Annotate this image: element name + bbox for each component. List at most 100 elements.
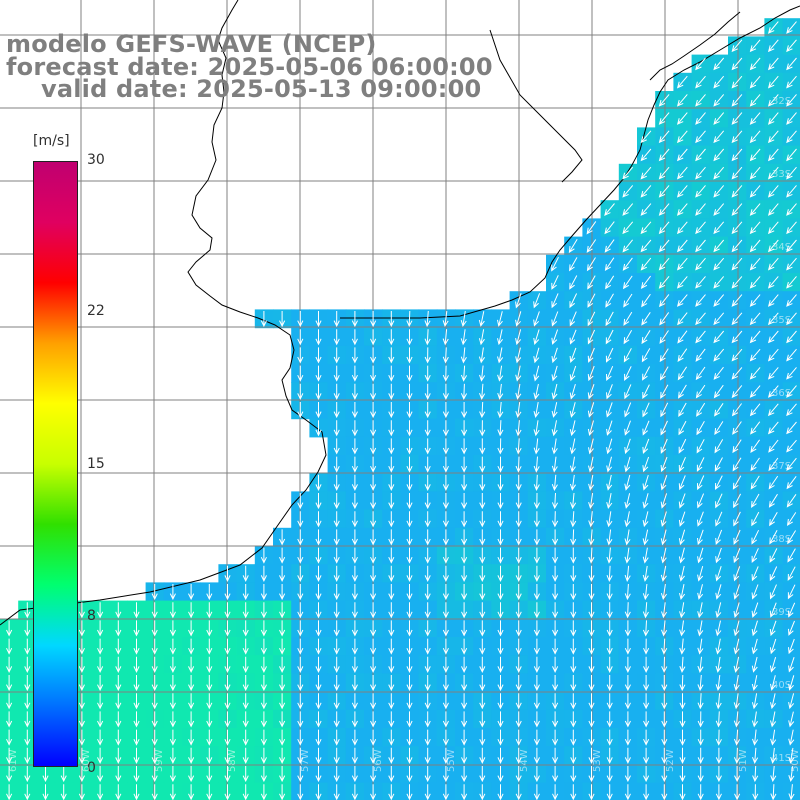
wind-arrow	[641, 330, 651, 345]
wind-arrow	[624, 438, 631, 455]
wind-arrow	[642, 583, 649, 601]
wind-arrow	[551, 311, 559, 327]
wind-arrow	[442, 438, 449, 455]
wind-arrow	[224, 565, 231, 582]
wind-arrow	[767, 75, 779, 89]
wind-arrow	[497, 456, 504, 473]
wind-arrow	[588, 456, 594, 473]
wind-arrow	[533, 474, 540, 491]
wind-arrow	[786, 330, 797, 344]
wind-arrow	[424, 365, 431, 382]
wind-arrow	[749, 57, 761, 71]
wind-arrow	[751, 675, 758, 691]
wind-arrow	[6, 729, 13, 746]
wind-arrow	[260, 729, 267, 746]
wind-arrow	[424, 456, 431, 473]
wind-arrow	[297, 656, 304, 673]
wind-arrow	[695, 75, 706, 89]
wind-arrow	[697, 620, 704, 637]
wind-arrow	[260, 747, 267, 764]
wind-arrow	[676, 75, 688, 89]
wind-arrow	[115, 747, 122, 764]
wind-arrow	[133, 766, 140, 783]
wind-arrow	[733, 511, 741, 527]
wind-arrow	[533, 602, 540, 619]
wind-arrow	[751, 511, 760, 527]
wind-arrow	[497, 620, 504, 637]
wind-arrow	[587, 275, 596, 290]
wind-arrow	[479, 784, 486, 800]
wind-arrow	[552, 729, 559, 746]
wind-arrow	[188, 602, 195, 619]
wind-arrow	[697, 511, 704, 527]
wind-arrow	[479, 638, 486, 655]
wind-arrow	[424, 711, 431, 728]
wind-arrow	[297, 402, 304, 419]
wind-arrow	[695, 112, 706, 125]
wind-arrow	[406, 529, 413, 546]
wind-arrow	[786, 439, 797, 453]
wind-arrow	[388, 493, 395, 510]
wind-arrow	[279, 311, 286, 328]
wind-arrow	[351, 565, 358, 582]
wind-arrow	[497, 383, 504, 400]
wind-arrow	[169, 729, 176, 746]
wind-arrow	[388, 656, 395, 673]
wind-arrow	[24, 729, 31, 746]
wind-arrow	[497, 401, 504, 419]
wind-arrow	[588, 638, 595, 655]
wind-arrow	[715, 511, 723, 527]
wind-arrow	[169, 656, 176, 673]
wind-arrow	[224, 602, 231, 619]
wind-arrow	[787, 530, 797, 545]
wind-arrow	[769, 511, 778, 527]
wind-arrow	[370, 438, 377, 455]
wind-arrow	[769, 530, 778, 545]
wind-arrow	[658, 112, 670, 125]
wind-arrow	[569, 293, 578, 309]
wind-arrow	[713, 57, 725, 71]
wind-arrow	[624, 565, 631, 582]
wind-arrow	[643, 766, 650, 783]
wind-arrow	[767, 148, 779, 162]
wind-arrow	[586, 221, 597, 235]
wind-arrow	[206, 675, 213, 692]
wind-arrow	[260, 565, 267, 582]
wind-arrow	[60, 784, 67, 800]
wind-arrow	[661, 656, 668, 673]
wind-arrow	[333, 474, 340, 491]
wind-arrow	[767, 239, 779, 253]
wind-arrow	[424, 383, 431, 400]
wind-arrow	[679, 711, 686, 728]
wind-arrow	[297, 675, 304, 692]
wind-arrow	[661, 602, 668, 619]
wind-arrow	[751, 529, 760, 545]
wind-arrow	[78, 602, 85, 619]
wind-arrow	[515, 365, 522, 382]
wind-arrow	[606, 583, 613, 601]
wind-arrow	[479, 383, 486, 400]
wind-arrow	[151, 729, 158, 746]
wind-arrow	[695, 312, 706, 326]
wind-arrow	[605, 347, 614, 363]
wind-arrow	[661, 784, 668, 800]
wind-arrow	[660, 529, 667, 546]
wind-arrow	[624, 784, 631, 800]
wind-arrow	[713, 276, 725, 289]
wind-arrow	[715, 547, 722, 564]
wind-arrow	[242, 638, 249, 655]
wind-arrow	[715, 711, 722, 728]
wind-arrow	[169, 638, 176, 655]
wind-arrow	[242, 620, 249, 637]
wind-arrow	[752, 765, 759, 783]
wind-arrow	[533, 438, 540, 455]
wind-arrow	[677, 312, 688, 326]
wind-arrow	[533, 402, 540, 419]
wind-arrow	[115, 638, 122, 655]
wind-arrow	[115, 656, 122, 673]
wind-arrow	[279, 656, 286, 673]
wind-arrow	[697, 638, 704, 655]
wind-arrow	[623, 293, 633, 308]
wind-arrow	[224, 693, 231, 710]
wind-arrow	[642, 602, 649, 619]
